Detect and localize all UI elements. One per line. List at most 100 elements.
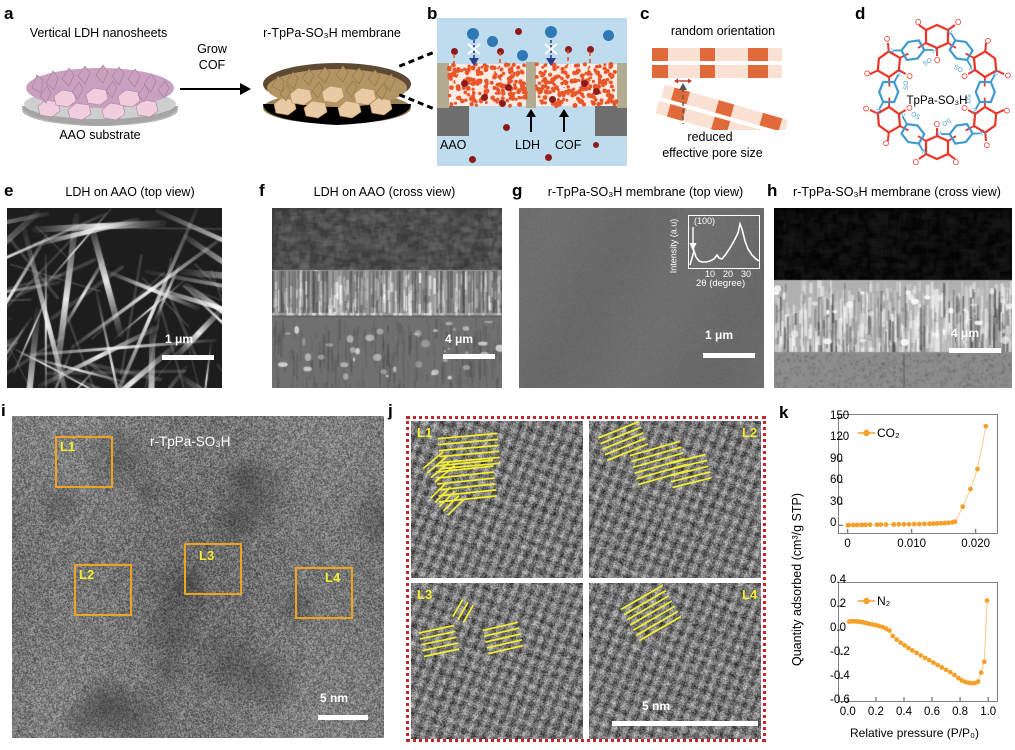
hrtem-label-l3: L3	[417, 587, 433, 602]
panel-d: d O O O O O O O O O O O O O O O O O O N N SO N N SO N N SO N N SO N N SO…	[855, 0, 1015, 180]
panel-k: k Quantity adsorbed (cm³/g STP) 03060901…	[776, 398, 1015, 750]
svg-text:SO: SO	[903, 81, 910, 90]
panel-g: g r-TpPa-SO₃H membrane (top view) (100) …	[510, 180, 765, 395]
blocked-ion-3	[517, 50, 528, 61]
panel-b: b	[425, 0, 715, 180]
n2-xtick-1: 0.2	[867, 706, 884, 718]
panel-e-scalebar	[162, 355, 214, 360]
co2-xtick-0: 0	[844, 538, 851, 550]
ldh-pointer-arrow	[526, 109, 536, 132]
panel-a-label: a	[4, 4, 14, 23]
hrtem-tile-l1	[411, 421, 583, 578]
svg-text:O: O	[915, 18, 921, 27]
blocked-arrow-left	[467, 40, 481, 66]
grow-label-line2: COF	[198, 58, 226, 72]
panel-j-scalebar-text: 5 nm	[642, 699, 671, 713]
svg-text:O: O	[1002, 71, 1013, 81]
panel-i-scalebar	[318, 715, 368, 720]
roi-label-l1: L1	[60, 439, 76, 454]
n2-legend-marker	[858, 597, 875, 605]
panel-a: a Vertical LDH nanosheets	[0, 0, 434, 180]
lattice-fringe-guides	[418, 598, 524, 658]
svg-text:O: O	[904, 103, 915, 113]
panel-i-scalebar-text: 5 nm	[320, 691, 349, 705]
panel-j-scalebar	[612, 721, 758, 726]
n2-xtick-2: 0.4	[896, 706, 912, 718]
ldh-disc-illustration	[22, 64, 178, 126]
svg-text:O: O	[953, 157, 959, 166]
panel-i-sample-label: r-TpPa-SO₃H	[150, 434, 231, 449]
panel-d-label: d	[855, 4, 866, 23]
roi-label-l2: L2	[79, 567, 95, 582]
ion-large-5	[549, 96, 556, 103]
hrtem-tile-l4	[589, 583, 761, 739]
svg-text:O: O	[982, 36, 993, 46]
xrd-xlabel: 2θ (degree)	[696, 278, 746, 289]
panel-j-frame: L1 L2 L3 L4 5 nm	[406, 416, 766, 742]
aao-label: AAO	[440, 138, 467, 152]
cof-label: COF	[555, 138, 582, 152]
svg-text:N: N	[935, 128, 943, 137]
svg-text:N: N	[921, 147, 929, 156]
svg-text:N: N	[991, 70, 998, 75]
roi-box-l2[interactable]	[74, 564, 132, 616]
svg-text:SO: SO	[941, 116, 953, 127]
panel-k-label: k	[779, 403, 789, 422]
ion-free-3	[515, 28, 522, 35]
blocked-ion-5	[603, 30, 614, 41]
panel-i-label: i	[1, 401, 6, 420]
sem-image-ldh-cross-view	[272, 208, 502, 388]
svg-text:O: O	[955, 18, 961, 27]
ion-large-7	[593, 88, 600, 95]
hrtem-tile-l3	[411, 583, 583, 739]
panel-h-scalebar	[949, 348, 1001, 353]
roi-box-l1[interactable]	[55, 436, 113, 488]
ion-large-1	[461, 80, 468, 87]
co2-legend-marker	[858, 429, 875, 437]
lattice-fringe-guides	[422, 432, 501, 516]
n2-xlabel: Relative pressure (P/P₀)	[850, 726, 980, 740]
roi-box-l4[interactable]	[295, 567, 353, 619]
panel-b-label: b	[427, 4, 438, 23]
ldh-wall-left	[437, 63, 449, 108]
sem-image-ldh-top-view	[7, 208, 222, 388]
svg-text:N: N	[979, 128, 987, 137]
hrtem-label-l2: L2	[742, 425, 758, 440]
panel-e-label: e	[4, 181, 14, 200]
ion-large-4	[499, 100, 506, 107]
panel-c-annotation-line2: effective pore size	[662, 146, 763, 160]
panel-c-title: random orientation	[670, 24, 776, 38]
svg-text:O: O	[1001, 105, 1012, 115]
cof-membrane-disc-illustration	[263, 63, 411, 125]
svg-text:O: O	[959, 103, 970, 113]
lattice-fringe-guides	[597, 421, 712, 489]
svg-text:SO: SO	[964, 94, 971, 103]
svg-text:TpPa-SO₃H: TpPa-SO₃H	[907, 95, 968, 107]
aao-block-right	[595, 106, 627, 136]
panel-j: j L1 L2 L3 L4 5 nm	[388, 398, 776, 750]
panel-j-label: j	[388, 401, 393, 420]
ldh-wall-right	[617, 63, 627, 108]
ion-free-1	[451, 48, 458, 55]
xrd-plot-frame	[688, 215, 760, 269]
cof-pointer-arrow	[559, 109, 569, 132]
blocked-ion-2	[487, 36, 498, 47]
n2-xtick-4: 0.8	[952, 706, 969, 718]
panel-h: h r-TpPa-SO₃H membrane (cross view) 4 μm	[765, 180, 1015, 395]
panel-a-substrate-label: AAO substrate	[59, 128, 141, 142]
svg-text:N: N	[931, 47, 939, 56]
co2-data-layer	[838, 416, 989, 534]
panel-a-left-title: Vertical LDH nanosheets	[29, 26, 168, 40]
panel-h-scalebar-text: 4 μm	[951, 326, 980, 340]
ldh-label: LDH	[515, 138, 541, 152]
roi-label-l3: L3	[199, 548, 215, 563]
co2-legend-label: CO₂	[877, 426, 900, 440]
tem-image-membrane	[12, 416, 384, 738]
ion-large-6	[581, 80, 588, 87]
n2-xtick-0: 0.0	[839, 706, 856, 718]
grow-label-line1: Grow	[197, 42, 227, 56]
roi-box-l3[interactable]	[184, 543, 242, 595]
ion-free-4	[565, 46, 572, 53]
